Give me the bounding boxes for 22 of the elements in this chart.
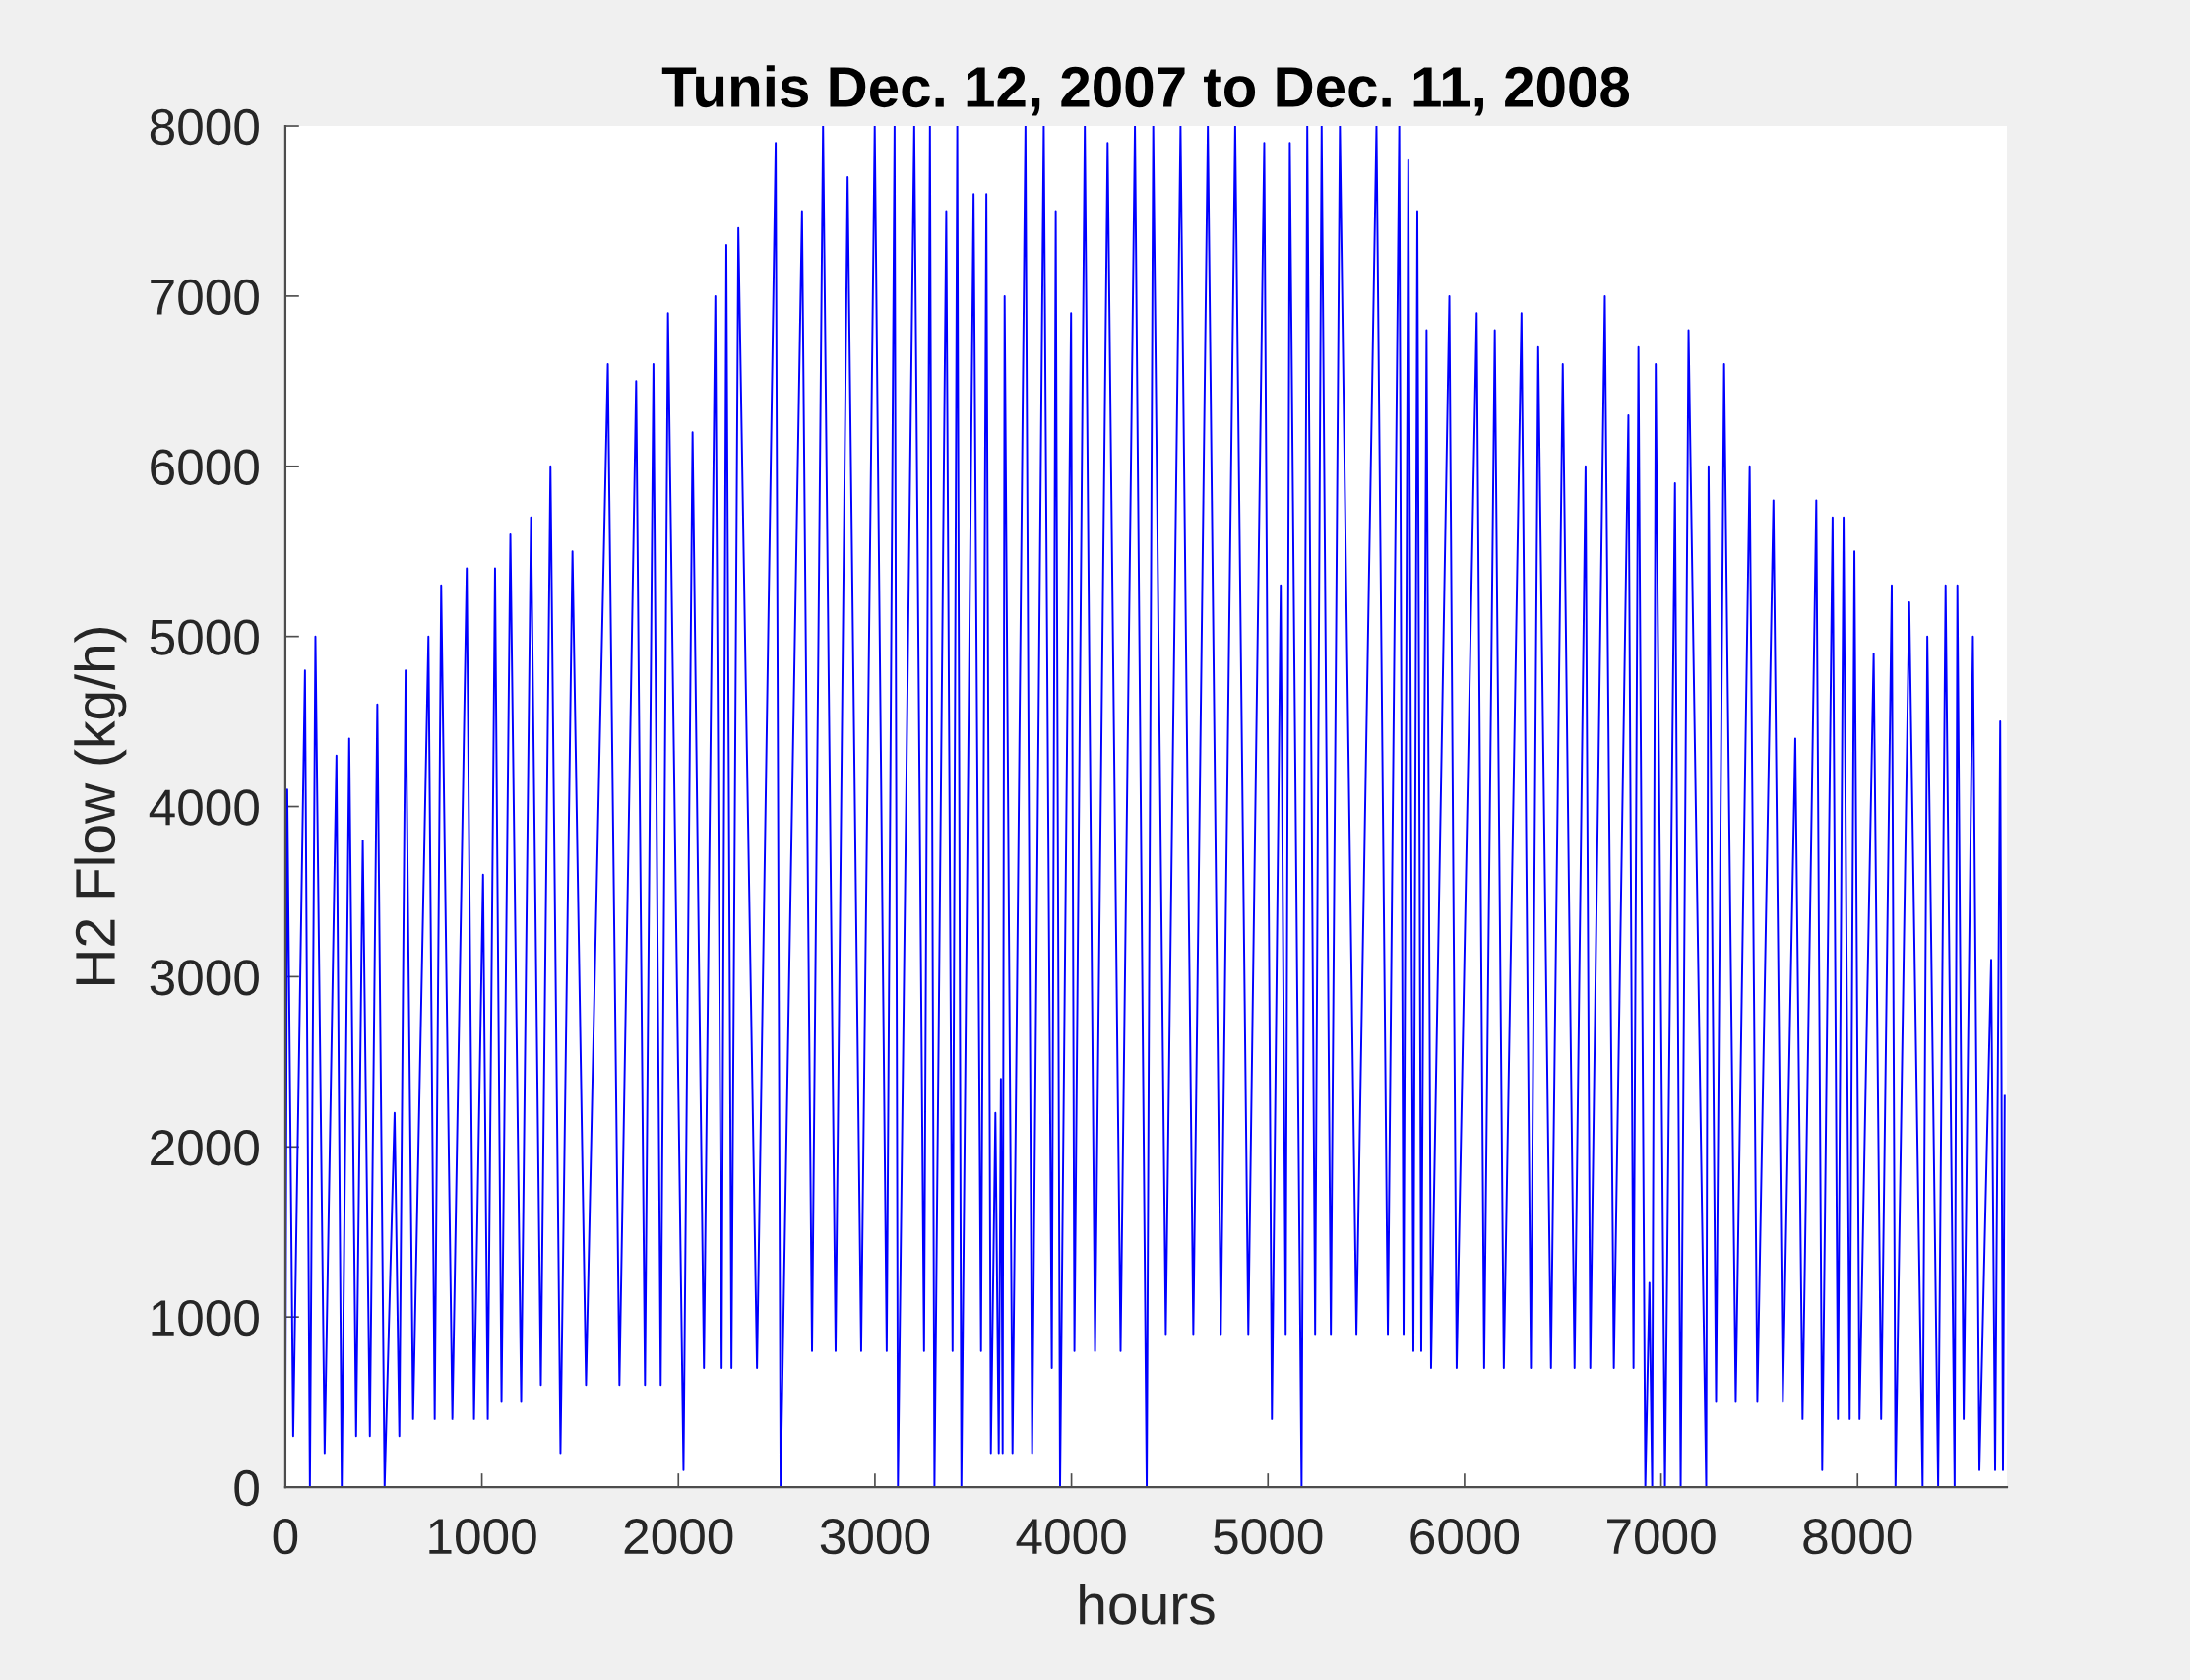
x-tick-label: 0: [273, 1518, 298, 1555]
x-tick-label: 3000: [820, 1518, 930, 1555]
y-tick-label: 6000: [151, 449, 259, 485]
y-tick-label: 2000: [151, 1130, 259, 1166]
y-tick-label: 7000: [151, 279, 259, 316]
x-tick-label: 4000: [1016, 1518, 1126, 1555]
y-tick-label: 0: [234, 1469, 259, 1507]
chart-title: Tunis Dec. 12, 2007 to Dec. 11, 2008: [661, 65, 1630, 116]
y-axis-title: H2 Flow (kg/h): [74, 627, 127, 984]
x-tick-label: 5000: [1214, 1518, 1323, 1555]
y-tick-label: 1000: [152, 1299, 259, 1337]
x-tick-label: 1000: [429, 1518, 536, 1555]
y-tick-label: 3000: [150, 960, 259, 996]
x-tick-label: 7000: [1607, 1518, 1716, 1555]
y-tick-label: 8000: [150, 108, 259, 146]
line-series: [284, 126, 2006, 1488]
x-axis-title: hours: [1080, 1583, 1215, 1625]
y-tick-label: 5000: [150, 619, 259, 655]
x-tick-label: 2000: [624, 1518, 733, 1555]
y-tick-label: 4000: [149, 789, 259, 826]
x-tick-label: 8000: [1803, 1518, 1912, 1555]
x-tick-label: 6000: [1410, 1518, 1520, 1555]
